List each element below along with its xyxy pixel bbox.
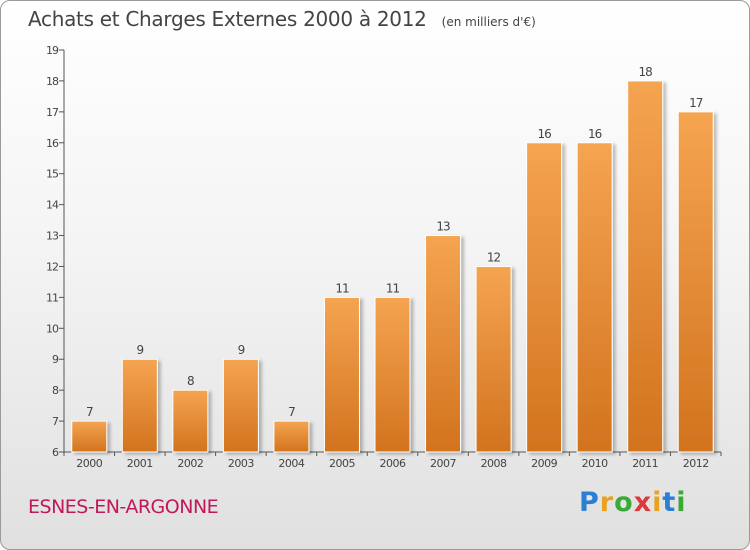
bar-2010 (576, 142, 613, 453)
y-axis: 6 7 8 9 10 11 12 13 14 15 16 17 18 19 (46, 44, 65, 459)
y-tick-label: 11 (46, 291, 58, 304)
y-tick-label: 17 (46, 106, 59, 119)
x-tick-label: 2007 (430, 457, 456, 470)
x-tick-label: 2009 (531, 457, 557, 470)
x-tick-label: 2008 (481, 457, 507, 470)
commune-name: ESNES-EN-ARGONNE (28, 496, 219, 518)
logo-letter: o (614, 487, 634, 518)
chart-title: Achats et Charges Externes 2000 à 2012 (… (28, 7, 536, 31)
y-tick-label: 16 (46, 137, 59, 150)
unit-note: (en milliers d'€) (441, 15, 536, 29)
proxiti-logo: Proxiti (579, 487, 687, 518)
x-tick-label: 2011 (632, 457, 658, 470)
data-label-2000: 7 (86, 405, 93, 419)
y-tick-label: 6 (52, 446, 59, 459)
logo-letter: i (676, 487, 687, 518)
data-label-2001: 9 (136, 343, 143, 357)
bar-2000 (71, 420, 108, 453)
logo-letter: P (579, 487, 600, 518)
bar-2009 (526, 142, 563, 453)
x-tick-label: 2004 (278, 457, 304, 470)
data-label-2009: 16 (537, 127, 551, 141)
logo-letter: t (662, 487, 677, 518)
y-tick-label: 12 (46, 260, 58, 273)
data-label-2007: 13 (436, 220, 450, 234)
x-tick-label: 2012 (683, 457, 709, 470)
logo-letter: r (599, 487, 615, 518)
y-tick-label: 18 (46, 75, 59, 88)
data-label-2006: 11 (386, 281, 400, 295)
y-tick-label: 19 (46, 44, 59, 57)
x-tick-label: 2006 (380, 457, 406, 470)
data-label-2004: 7 (288, 405, 295, 419)
y-tick-label: 8 (52, 384, 59, 397)
x-tick-label: 2005 (329, 457, 355, 470)
bar-2004 (273, 420, 310, 453)
y-tick-label: 14 (46, 199, 59, 212)
y-tick-label: 9 (52, 353, 59, 366)
logo-letter: i (652, 487, 663, 518)
bar-2012 (677, 111, 714, 453)
data-label-2002: 8 (187, 374, 194, 388)
x-tick-label: 2001 (127, 457, 153, 470)
y-tick-label: 7 (52, 415, 59, 428)
bar-2002 (172, 389, 209, 453)
bar-2001 (121, 358, 158, 453)
bar-2006 (374, 296, 411, 453)
data-label-2010: 16 (588, 127, 602, 141)
data-labels: 7 9 8 9 7 11 11 13 12 16 16 18 17 (86, 65, 704, 419)
data-label-2011: 18 (639, 65, 653, 79)
y-tick-label: 15 (46, 168, 59, 181)
x-tick-label: 2000 (76, 457, 102, 470)
x-axis: 2000 2001 2002 2003 2004 2005 2006 2007 2008 2009… (63, 451, 722, 470)
bar-2007 (425, 235, 462, 453)
y-tick-label: 10 (46, 322, 59, 335)
data-label-2005: 11 (335, 281, 349, 295)
bars (71, 80, 714, 453)
data-label-2008: 12 (487, 250, 501, 264)
x-tick-label: 2010 (582, 457, 608, 470)
data-label-2003: 9 (238, 343, 245, 357)
y-tick-label: 13 (46, 230, 59, 243)
bar-2003 (222, 358, 259, 453)
data-label-2012: 17 (689, 96, 703, 110)
bar-2008 (475, 265, 512, 453)
bar-2011 (627, 80, 664, 453)
logo-letter: x (633, 487, 653, 518)
x-tick-label: 2002 (177, 457, 203, 470)
bar-2005 (323, 296, 360, 453)
x-tick-label: 2003 (228, 457, 254, 470)
title-text: Achats et Charges Externes 2000 à 2012 (28, 7, 427, 31)
